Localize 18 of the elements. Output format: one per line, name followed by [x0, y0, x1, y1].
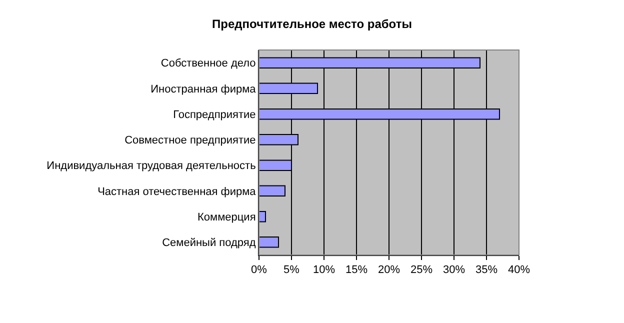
- chart-title: Предпочтительное место работы: [212, 16, 412, 31]
- y-tick-label: Частная отечественная фирма: [98, 186, 257, 198]
- y-tick-label: Семейный подряд: [162, 237, 256, 250]
- y-tick-label: Госпредприятие: [173, 108, 256, 121]
- x-tick-label: 15%: [345, 264, 368, 276]
- y-tick-label: Иностранная фирма: [150, 83, 257, 96]
- x-tick-label: 30%: [442, 264, 466, 276]
- x-tick-label: 10%: [312, 264, 336, 276]
- x-tick-label: 25%: [410, 264, 433, 276]
- x-tick-label: 35%: [475, 264, 498, 276]
- x-tick-label: 5%: [284, 264, 300, 276]
- x-tick-label: 40%: [508, 264, 530, 276]
- y-tick-label: Совместное предприятие: [124, 134, 256, 147]
- x-tick-label: 20%: [378, 264, 400, 276]
- x-tick-label: 0%: [251, 264, 268, 276]
- y-tick-label: Коммерция: [198, 211, 256, 224]
- y-tick-label: Собственное дело: [160, 58, 256, 70]
- y-tick-label: Индивидуальная трудовая деятельность: [46, 160, 256, 172]
